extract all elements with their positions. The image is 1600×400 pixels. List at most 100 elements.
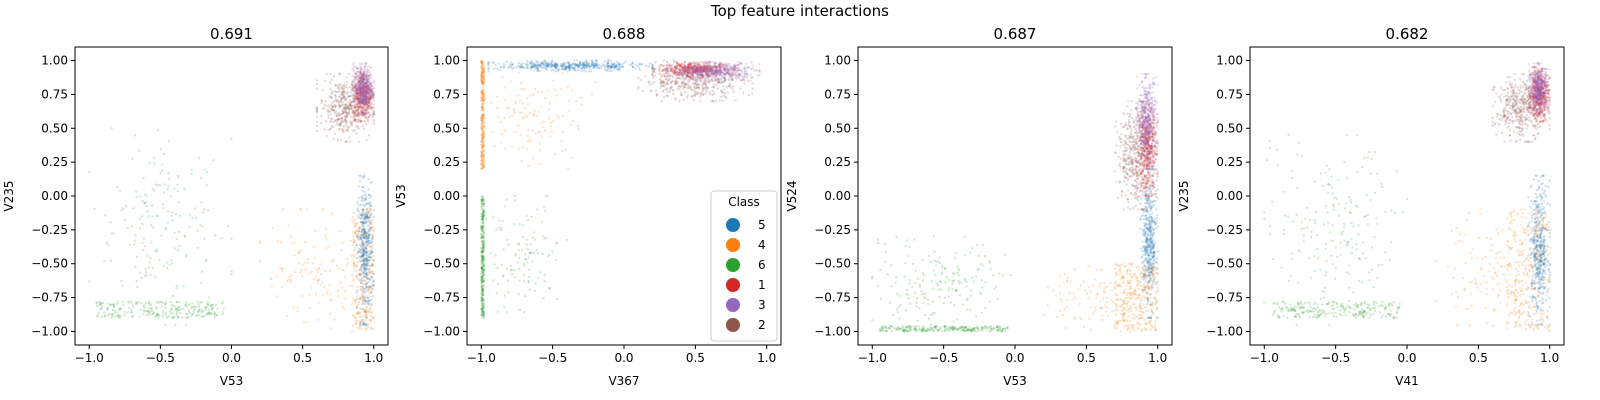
point-class-5 <box>358 255 361 258</box>
point-class-6 <box>143 202 146 205</box>
point-class-5 <box>367 237 370 240</box>
point-class-4 <box>481 73 485 76</box>
point-class-5 <box>362 248 365 251</box>
point-class-1 <box>355 66 358 70</box>
point-class-6 <box>481 235 484 239</box>
point-class-4 <box>357 310 360 313</box>
point-class-4 <box>367 286 370 290</box>
point-class-5 <box>360 214 363 218</box>
point-class-3 <box>362 88 365 92</box>
point-class-2 <box>332 125 335 128</box>
point-class-6 <box>481 292 485 295</box>
point-class-1 <box>364 93 368 97</box>
point-class-3 <box>363 88 366 91</box>
point-class-6 <box>197 157 201 160</box>
point-class-1 <box>366 119 370 123</box>
point-class-5 <box>364 322 368 326</box>
point-class-3 <box>370 74 373 78</box>
point-class-6 <box>481 287 484 290</box>
point-class-4 <box>480 163 483 166</box>
point-class-3 <box>358 98 362 102</box>
point-class-5 <box>369 302 372 306</box>
point-class-3 <box>372 86 375 90</box>
point-class-6 <box>191 302 194 305</box>
point-class-4 <box>480 117 483 120</box>
point-class-4 <box>370 226 374 229</box>
point-class-4 <box>481 136 484 139</box>
point-class-3 <box>362 98 366 101</box>
point-class-6 <box>481 221 485 224</box>
point-class-4 <box>311 262 314 265</box>
point-class-3 <box>364 86 367 89</box>
point-class-5 <box>365 251 368 255</box>
point-class-6 <box>150 204 154 207</box>
point-class-6 <box>480 249 483 252</box>
point-class-3 <box>360 88 363 92</box>
point-class-4 <box>480 82 484 85</box>
point-class-1 <box>366 91 369 94</box>
point-class-2 <box>334 84 338 87</box>
point-class-3 <box>354 88 357 91</box>
point-class-6 <box>210 307 214 310</box>
point-class-6 <box>199 281 203 285</box>
point-class-6 <box>130 315 134 319</box>
point-class-1 <box>370 90 373 93</box>
point-class-3 <box>352 63 355 66</box>
point-class-4 <box>480 95 483 99</box>
point-class-5 <box>362 290 366 294</box>
point-class-4 <box>296 251 300 254</box>
point-class-1 <box>365 90 368 93</box>
point-class-2 <box>365 139 368 142</box>
point-class-5 <box>364 241 367 244</box>
point-class-5 <box>356 251 360 254</box>
point-class-1 <box>362 90 365 93</box>
y-tick-label: −1.00 <box>31 324 68 338</box>
point-class-4 <box>482 78 485 82</box>
point-class-6 <box>134 190 138 193</box>
point-class-6 <box>480 227 484 230</box>
point-class-2 <box>330 117 333 121</box>
point-class-5 <box>567 66 570 69</box>
point-class-6 <box>193 305 197 308</box>
point-class-6 <box>177 230 181 234</box>
point-class-1 <box>365 85 368 88</box>
point-class-3 <box>750 67 753 71</box>
point-class-6 <box>184 255 188 258</box>
point-class-6 <box>480 254 484 257</box>
point-class-4 <box>537 67 540 70</box>
point-class-4 <box>352 262 355 265</box>
point-class-4 <box>480 92 483 95</box>
point-class-6 <box>147 266 151 269</box>
point-class-4 <box>363 261 366 264</box>
point-class-3 <box>362 102 365 106</box>
point-class-4 <box>481 81 484 84</box>
point-class-6 <box>482 311 486 314</box>
point-class-4 <box>370 208 373 211</box>
point-class-5 <box>365 250 369 253</box>
point-class-2 <box>726 91 729 94</box>
point-class-2 <box>363 114 366 117</box>
point-class-6 <box>482 280 485 284</box>
point-class-5 <box>362 250 366 253</box>
point-class-1 <box>371 97 374 100</box>
point-class-5 <box>364 216 367 220</box>
point-class-4 <box>362 293 365 296</box>
point-class-6 <box>132 305 135 308</box>
point-class-1 <box>359 93 362 97</box>
point-class-4 <box>362 261 365 265</box>
point-class-5 <box>365 212 368 215</box>
point-class-2 <box>347 104 350 107</box>
point-class-6 <box>187 309 190 312</box>
point-class-6 <box>482 205 485 208</box>
point-class-3 <box>360 92 363 95</box>
point-class-5 <box>361 322 365 325</box>
point-class-4 <box>481 132 484 136</box>
point-class-2 <box>671 89 675 92</box>
point-class-2 <box>659 81 663 85</box>
point-class-3 <box>745 62 748 66</box>
point-class-6 <box>533 238 536 241</box>
point-class-2 <box>345 83 348 86</box>
point-class-4 <box>501 75 504 79</box>
point-class-2 <box>719 89 723 92</box>
point-class-4 <box>481 89 484 92</box>
